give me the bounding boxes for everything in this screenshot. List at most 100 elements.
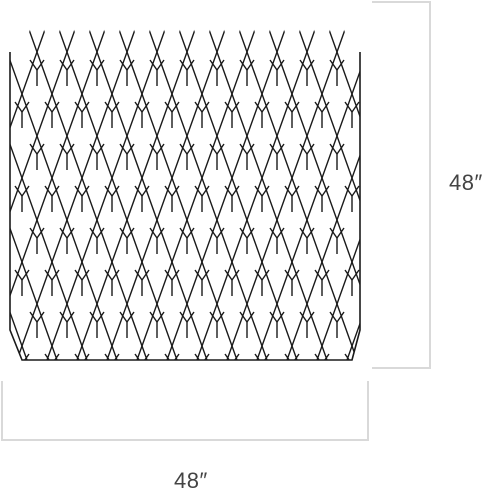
vein-branch-line [59,59,68,71]
vein-branch-line [14,269,23,281]
lattice-diagonal-line [358,10,360,360]
vein-branch-line [269,227,278,239]
vein-branch-line [36,227,45,239]
vein-branch-line [314,17,323,29]
vein-branch-line [164,17,173,29]
vein-branch-line [21,269,30,281]
vein-branch-line [104,269,113,281]
vein-branch-line [239,311,248,323]
vein-branch-line [141,17,150,29]
vein-branch-line [216,143,225,155]
vein-branch-line [194,101,203,113]
vein-branch-line [186,143,195,155]
vein-branch-line [134,353,143,360]
vein-branch-line [397,228,404,238]
vein-branch-line [171,17,180,29]
vein-branch-line [299,143,308,155]
vein-branch-line [329,59,338,71]
vein-branch-line [21,185,30,197]
vein-branch-line [44,269,53,281]
vein-branch-line [314,185,323,197]
lattice-diagonal-line [328,10,360,360]
vein-branch-line [224,101,233,113]
vein-branch-line [81,17,90,29]
vein-branch-line [299,227,308,239]
vein-branch-line [390,312,397,322]
vein-branch-line [216,227,225,239]
vein-branch-line [164,353,173,360]
vein-branch-line [224,269,233,281]
vein-branch-line [119,311,128,323]
vein-branch-line [37,396,44,406]
vein-branch-line [382,18,389,28]
vein-branch-line [89,227,98,239]
vein-branch-line [314,269,323,281]
vein-branch-line [21,101,30,113]
vein-branch-line [382,270,389,280]
vein-branch-line [216,311,225,323]
vein-branch-line [141,269,150,281]
vein-branch-line [164,101,173,113]
vein-branch-line [246,59,255,71]
vein-branch-line [201,185,210,197]
vein-branch-line [36,143,45,155]
vein-branch-line [246,311,255,323]
lattice-diagonal-line [298,10,360,360]
vein-branch-line [149,311,158,323]
lattice-diagonal-line [10,10,16,360]
vein-branch-line [186,59,195,71]
vein-branch-line [194,17,203,29]
vein-branch-line [375,18,382,28]
vein-branch-line [44,185,53,197]
vein-branch-line [351,101,360,113]
vein-branch-line [209,59,218,71]
vein-branch-line [141,353,150,360]
vein-branch-line [330,396,337,406]
vein-branch-line [36,311,45,323]
vein-branch-line [60,396,67,406]
vein-branch-line [44,353,53,360]
vein-branch-line [14,101,23,113]
vein-branch-line [231,17,240,29]
lattice-diagonal-line [238,10,360,360]
vein-branch-line [90,396,97,406]
vein-branch-line [156,143,165,155]
vein-branch-line [239,227,248,239]
vein-branch-line [314,353,323,360]
lattice-diagonal-line [10,10,136,360]
height-dimension-line [372,1,431,369]
vein-branch-line [390,228,397,238]
lattice-diagonal-line [291,10,360,360]
vein-branch-line [209,143,218,155]
vein-branch-line [336,227,345,239]
vein-branch-line [269,311,278,323]
vein-branch-line [359,143,360,155]
vein-branch-line [231,353,240,360]
vein-branch-line [59,143,68,155]
vein-branch-line [359,59,360,71]
vein-branch-line [156,311,165,323]
vein-branch-line [291,17,300,29]
vein-branch-line [344,17,353,29]
lattice-diagonal-line [10,10,76,360]
vein-branch-line [179,143,188,155]
vein-branch-line [150,396,157,406]
vein-branch-line [231,185,240,197]
vein-branch-line [201,269,210,281]
vein-branch-line [382,186,389,196]
vein-branch-line [321,17,330,29]
vein-branch-line [104,101,113,113]
vein-branch-line [134,185,143,197]
vein-branch-line [247,396,254,406]
vein-branch-line [337,396,344,406]
vein-branch-line [329,227,338,239]
vein-branch-line [74,185,83,197]
lattice-diagonal-line [10,10,46,360]
vein-branch-line [246,227,255,239]
vein-branch-line [111,269,120,281]
vein-branch-line [104,353,113,360]
lattice-diagonal-line [178,10,323,360]
vein-branch-line [209,311,218,323]
lattice-diagonal-line [28,10,173,360]
